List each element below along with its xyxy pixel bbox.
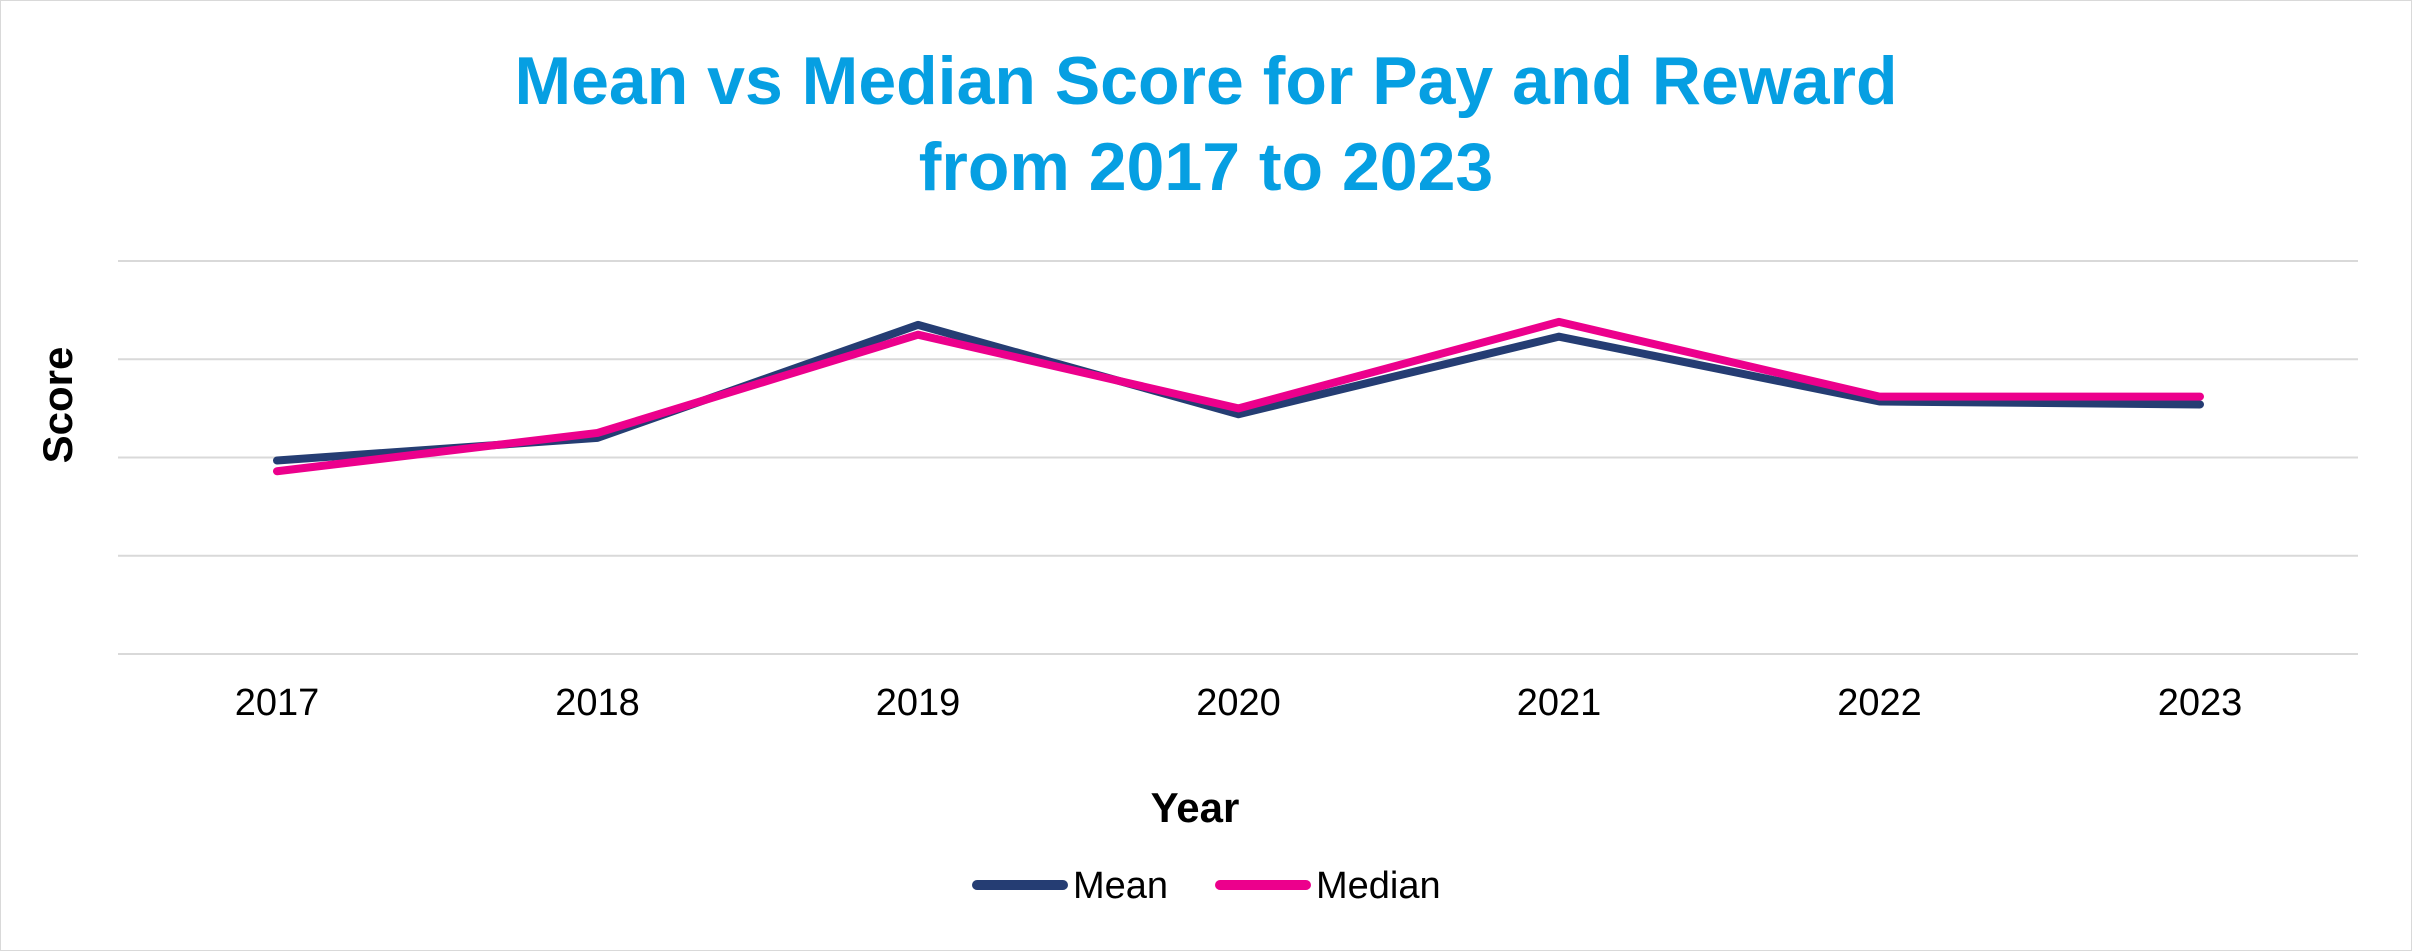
legend-label: Mean bbox=[1073, 865, 1168, 907]
data-point-mean bbox=[1558, 335, 1560, 338]
x-tick-label: 2018 bbox=[555, 682, 640, 724]
data-point-median bbox=[1237, 407, 1240, 410]
data-point-mean bbox=[917, 323, 919, 326]
x-axis-label: Year bbox=[1151, 784, 1240, 831]
data-point-mean bbox=[276, 459, 278, 462]
data-point-median bbox=[917, 333, 919, 336]
legend: Mean Median bbox=[972, 865, 1441, 907]
x-tick-label: 2022 bbox=[1837, 682, 1922, 724]
data-point-median bbox=[2199, 395, 2201, 398]
data-point-mean bbox=[596, 436, 599, 439]
gridlines bbox=[118, 260, 2358, 655]
data-point-mean bbox=[1878, 400, 1881, 403]
chart-title: Mean vs Median Score for Pay and Reward … bbox=[0, 38, 2412, 210]
data-point-mean bbox=[2199, 403, 2201, 406]
data-point-median bbox=[1558, 320, 1560, 323]
series-lines bbox=[273, 317, 2204, 476]
legend-item-mean: Mean bbox=[972, 865, 1168, 907]
x-tick-label: 2023 bbox=[2158, 682, 2243, 724]
series-line-median bbox=[273, 317, 2204, 476]
data-point-median bbox=[596, 431, 599, 434]
data-point-mean bbox=[1237, 413, 1240, 416]
x-tick-label: 2020 bbox=[1196, 682, 1281, 724]
y-axis-label: Score bbox=[34, 347, 81, 464]
x-tick-label: 2019 bbox=[876, 682, 961, 724]
legend-label: Median bbox=[1316, 865, 1441, 907]
x-tick-label: 2021 bbox=[1517, 682, 1602, 724]
x-tick-labels: 2017 2018 2019 2020 2021 2022 2023 bbox=[235, 682, 2243, 724]
chart-title-line-2: from 2017 to 2023 bbox=[918, 129, 1494, 205]
legend-item-median: Median bbox=[1215, 865, 1441, 907]
data-point-median bbox=[276, 470, 278, 473]
chart-title-line-1: Mean vs Median Score for Pay and Reward bbox=[514, 43, 1898, 119]
data-point-median bbox=[1878, 395, 1881, 398]
x-tick-label: 2017 bbox=[235, 682, 320, 724]
